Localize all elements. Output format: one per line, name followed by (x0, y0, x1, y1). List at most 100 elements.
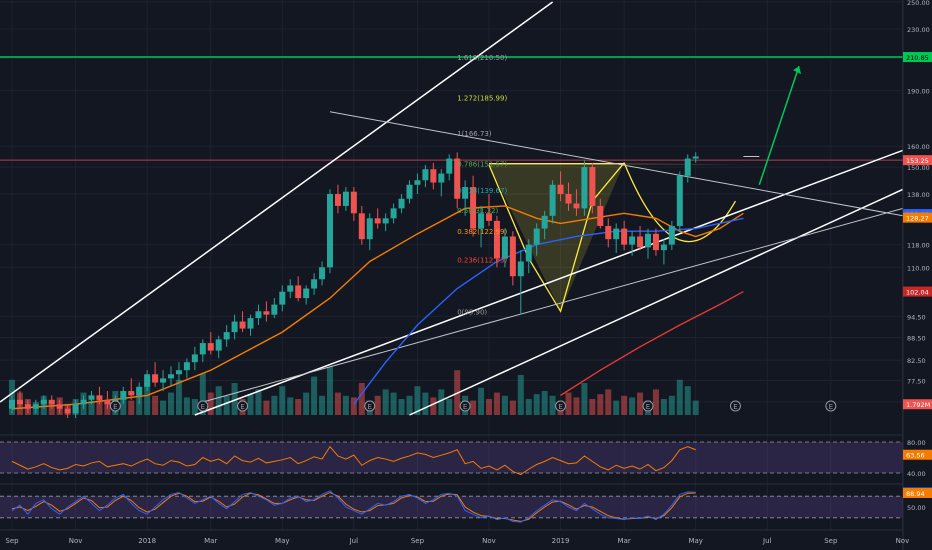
candle-body (573, 203, 580, 209)
earnings-letter: E (240, 403, 244, 411)
candle-body (454, 158, 461, 199)
price-tick: 118.00 (907, 242, 930, 250)
candle-body (446, 158, 453, 174)
stoch-badge (903, 487, 932, 498)
price-badge (903, 52, 932, 63)
candle-body (88, 395, 95, 400)
price-tick: 94.50 (907, 313, 926, 321)
rsi-tick: 80.00 (907, 439, 926, 447)
price-badge-label: 128.27 (906, 215, 929, 223)
volume-bar (144, 383, 151, 415)
earnings-letter: E (733, 403, 737, 411)
time-tick: 2018 (138, 537, 156, 545)
volume-bar (621, 395, 628, 415)
volume-bar (215, 386, 222, 415)
candle-body (104, 399, 111, 405)
fibonacci-levels: 1.618(210.50) 1.272(185.99) 1(166.73) 0.78… (457, 54, 507, 317)
candle-body (533, 228, 540, 245)
volume-bar (597, 394, 604, 415)
time-tick: 2019 (552, 537, 570, 545)
time-tick: Sep (5, 537, 19, 545)
candle-body (493, 220, 500, 259)
earnings-letter: E (113, 403, 117, 411)
price-tick: 82.50 (907, 357, 926, 365)
candle-body (287, 285, 294, 292)
target-fib-label: 1.618(210.50) (457, 54, 507, 62)
volume-bar (589, 399, 596, 415)
price-axis[interactable]: 250.00230.00210.00190.00160.00150.00138.… (902, 0, 932, 550)
candle-body (668, 225, 675, 245)
candle-body (239, 321, 246, 329)
earnings-marker (109, 400, 121, 412)
volume-bar (199, 373, 206, 415)
price-tick: 88.50 (907, 335, 926, 343)
candle-body (565, 194, 572, 204)
candle-body (40, 399, 47, 405)
rsi-tick: 40.00 (907, 470, 926, 478)
price-badge (903, 286, 932, 297)
right-shoulder (623, 162, 737, 243)
volume-bar (517, 375, 524, 415)
candle-body (303, 288, 310, 299)
arrow-head (793, 66, 802, 75)
candle-body (279, 291, 286, 305)
candle-body (144, 374, 151, 387)
candle-body (271, 304, 278, 315)
earnings-marker (642, 400, 654, 412)
trendline-descending (329, 111, 904, 217)
volume-bar (319, 395, 326, 415)
candle-body (676, 175, 683, 226)
price-tick: 110.00 (907, 264, 930, 272)
candle-body (517, 261, 524, 277)
volume-bar (684, 386, 691, 415)
volume-bar (478, 387, 485, 415)
price-tick: 150.00 (907, 164, 930, 172)
fib-label: 1.272(185.99) (457, 95, 507, 103)
fib-label: 0.236(112.63) (457, 257, 507, 265)
earnings-letter: E (558, 403, 562, 411)
candle-body (48, 399, 55, 405)
volume-bar (692, 400, 699, 415)
volume-bar (493, 392, 500, 415)
time-axis[interactable]: Sep Nov 2018 Mar May Jul Sep Nov 2019 Mar May Jul Se… (5, 537, 909, 545)
candle-body (231, 321, 238, 333)
volume-bar (374, 395, 381, 415)
trendline-ascending (202, 207, 904, 403)
candle-body (652, 233, 659, 251)
earnings-marker (555, 400, 567, 412)
time-tick: Mar (204, 537, 217, 545)
stoch-badge-label: 88.94 (906, 490, 925, 498)
volume-bar (223, 395, 230, 415)
candle-body (168, 374, 174, 379)
volume-bar (660, 399, 667, 415)
volume-bar (573, 397, 580, 415)
candle-body (136, 386, 143, 396)
candle-body (430, 169, 437, 183)
time-tick: Jul (762, 537, 772, 545)
price-badge-label: 102.04 (906, 289, 929, 297)
candles (9, 152, 699, 418)
earnings-marker (364, 400, 376, 412)
volume-bar (422, 392, 429, 415)
stoch-tick: 50.00 (907, 504, 926, 512)
candle-body (24, 404, 31, 409)
earnings-letter: E (368, 403, 372, 411)
price-tick: 77.50 (907, 377, 926, 385)
fib-label: 1(166.73) (457, 130, 492, 138)
candle-body (80, 399, 87, 405)
rsi-line (11, 445, 696, 476)
volume-bar (430, 397, 437, 415)
candle-body (32, 404, 39, 409)
volume-bar (175, 379, 182, 415)
time-tick: Nov (482, 537, 496, 545)
volume-bar (287, 397, 294, 415)
volume-bar (295, 399, 302, 415)
time-tick: Sep (411, 537, 425, 545)
candle-body (422, 169, 429, 181)
volume-bar (501, 395, 508, 415)
volume-bar (605, 389, 612, 415)
candle-body (613, 228, 620, 240)
projection-arrow (758, 65, 800, 186)
volume-bar (637, 392, 644, 415)
